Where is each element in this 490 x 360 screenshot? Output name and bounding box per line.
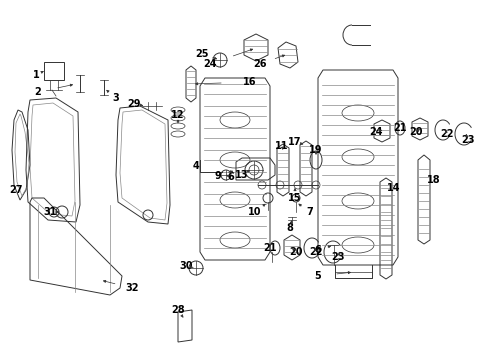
Text: 14: 14	[387, 183, 401, 193]
Text: 5: 5	[315, 271, 321, 281]
Text: 27: 27	[9, 185, 23, 195]
Text: 24: 24	[203, 59, 217, 69]
Text: 7: 7	[307, 207, 314, 217]
Text: 24: 24	[369, 127, 383, 137]
Text: 9: 9	[215, 171, 221, 181]
Text: 15: 15	[288, 193, 302, 203]
Text: 18: 18	[427, 175, 441, 185]
Text: 30: 30	[179, 261, 193, 271]
Text: 21: 21	[393, 123, 407, 133]
Text: 25: 25	[195, 49, 209, 59]
Text: 22: 22	[440, 129, 454, 139]
Text: 6: 6	[315, 245, 321, 255]
Text: 2: 2	[35, 87, 41, 97]
Text: 26: 26	[253, 59, 267, 69]
Text: 28: 28	[171, 305, 185, 315]
Text: 22: 22	[309, 247, 323, 257]
Text: 12: 12	[171, 110, 185, 120]
Text: 32: 32	[125, 283, 139, 293]
Text: 4: 4	[193, 161, 199, 171]
Text: 23: 23	[461, 135, 475, 145]
Text: 31: 31	[43, 207, 57, 217]
Text: 21: 21	[263, 243, 277, 253]
Bar	[44, 62, 64, 80]
Text: 10: 10	[248, 207, 262, 217]
Text: 1: 1	[33, 70, 39, 80]
Text: 20: 20	[289, 247, 303, 257]
Text: 11: 11	[275, 141, 289, 151]
Text: 13: 13	[235, 170, 249, 180]
Text: 17: 17	[288, 137, 302, 147]
Text: 3: 3	[113, 93, 120, 103]
Text: 29: 29	[127, 99, 141, 109]
Text: 19: 19	[309, 145, 323, 155]
Text: 8: 8	[287, 223, 294, 233]
Text: 16: 16	[243, 77, 257, 87]
Text: 20: 20	[409, 127, 423, 137]
Text: 6: 6	[228, 172, 234, 182]
Text: 23: 23	[331, 252, 345, 262]
